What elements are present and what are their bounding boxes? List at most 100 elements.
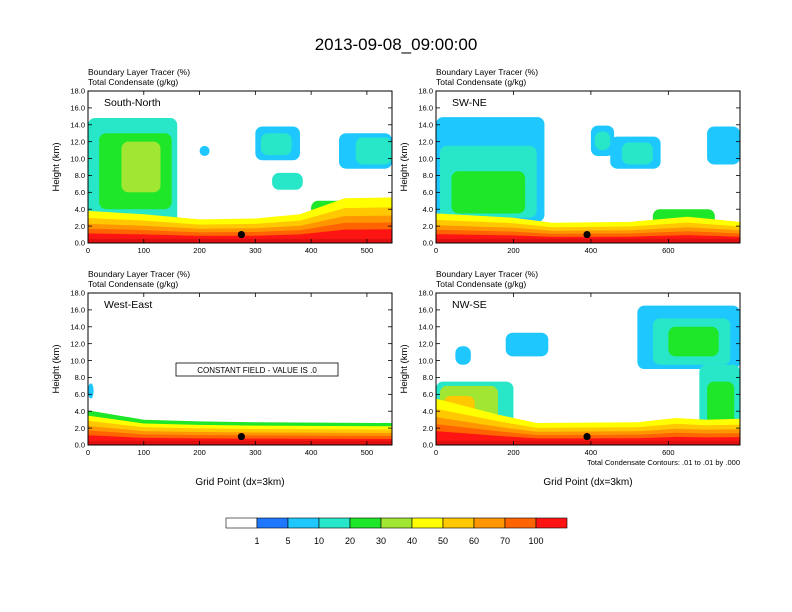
constant-field-annotation: CONSTANT FIELD - VALUE IS .0 bbox=[175, 362, 339, 377]
y-tick-label: 4.0 bbox=[423, 205, 433, 214]
y-tick-label: 10.0 bbox=[418, 154, 433, 163]
cloud-region bbox=[621, 142, 653, 165]
y-tick-label: 6.0 bbox=[423, 188, 433, 197]
plot-area bbox=[88, 293, 392, 445]
plot-frame bbox=[435, 292, 741, 446]
x-tick-label: 100 bbox=[138, 246, 151, 255]
y-tick-label: 18.0 bbox=[418, 87, 433, 96]
y-axis-label: Height (km) bbox=[51, 344, 62, 393]
x-tick-label: 500 bbox=[361, 448, 374, 457]
cloud-region bbox=[88, 383, 94, 399]
x-tick-label: 400 bbox=[305, 246, 318, 255]
plot-frame bbox=[87, 292, 393, 446]
panel-label: South-North bbox=[104, 97, 161, 109]
x-tick-label: 600 bbox=[662, 246, 675, 255]
colorbar-label: 5 bbox=[285, 536, 290, 546]
y-axis-label: Height (km) bbox=[399, 142, 410, 191]
x-axis-label: Grid Point (dx=3km) bbox=[195, 477, 284, 488]
colorbar-swatch bbox=[411, 517, 444, 529]
panel-2: Boundary Layer Tracer (%)Total Condensat… bbox=[51, 269, 393, 488]
y-tick-label: 0.0 bbox=[75, 441, 85, 450]
panel-title-line1: Boundary Layer Tracer (%) bbox=[88, 269, 190, 279]
plot-area bbox=[436, 91, 740, 243]
y-tick-label: 16.0 bbox=[418, 306, 433, 315]
y-axis-label: Height (km) bbox=[399, 344, 410, 393]
panel-3: Boundary Layer Tracer (%)Total Condensat… bbox=[399, 269, 741, 488]
y-tick-label: 4.0 bbox=[75, 205, 85, 214]
plot-frame bbox=[87, 90, 393, 244]
y-tick-label: 0.0 bbox=[423, 239, 433, 248]
panel-title-line1: Boundary Layer Tracer (%) bbox=[436, 67, 538, 77]
cloud-region bbox=[451, 171, 526, 214]
y-axis-label: Height (km) bbox=[51, 142, 62, 191]
panel-label: West-East bbox=[104, 299, 152, 311]
y-tick-label: 12.0 bbox=[418, 137, 433, 146]
x-tick-label: 0 bbox=[434, 246, 438, 255]
colorbar-label: 60 bbox=[469, 536, 479, 546]
panel-title-line2: Total Condensate (g/kg) bbox=[88, 279, 178, 289]
y-tick-label: 10.0 bbox=[70, 154, 85, 163]
y-tick-label: 2.0 bbox=[423, 424, 433, 433]
colorbar-legend: 1 5 10 20 30 40 50 60 70 100 bbox=[225, 517, 568, 546]
x-tick-label: 400 bbox=[305, 448, 318, 457]
plot-frame bbox=[435, 90, 741, 244]
surface-layer bbox=[436, 440, 740, 445]
colorbar-swatch bbox=[256, 517, 289, 529]
colorbar-swatch bbox=[504, 517, 537, 529]
contour-footnote: Total Condensate Contours: .01 to .01 by… bbox=[587, 458, 740, 467]
y-tick-label: 0.0 bbox=[75, 239, 85, 248]
x-tick-label: 300 bbox=[249, 448, 262, 457]
y-tick-label: 18.0 bbox=[418, 289, 433, 298]
colorbar-label: 10 bbox=[314, 536, 324, 546]
colorbar-label: 40 bbox=[407, 536, 417, 546]
cloud-region bbox=[505, 332, 549, 357]
colorbar-label: 70 bbox=[500, 536, 510, 546]
y-tick-label: 14.0 bbox=[418, 322, 433, 331]
x-tick-label: 200 bbox=[507, 246, 520, 255]
x-axis-label: Grid Point (dx=3km) bbox=[543, 477, 632, 488]
y-tick-label: 8.0 bbox=[75, 373, 85, 382]
annotation-text: CONSTANT FIELD - VALUE IS .0 bbox=[197, 366, 317, 375]
y-tick-label: 14.0 bbox=[418, 120, 433, 129]
cloud-region bbox=[121, 141, 161, 193]
colorbar-label: 50 bbox=[438, 536, 448, 546]
x-tick-label: 200 bbox=[193, 448, 206, 457]
colorbar-swatch bbox=[442, 517, 475, 529]
colorbar-label: 20 bbox=[345, 536, 355, 546]
colorbar-swatch bbox=[225, 517, 258, 529]
colorbar-label: 1 bbox=[254, 536, 259, 546]
cloud-region bbox=[707, 126, 740, 165]
y-tick-label: 8.0 bbox=[423, 171, 433, 180]
location-marker bbox=[237, 230, 245, 239]
colorbar-swatch bbox=[318, 517, 351, 529]
cloud-region bbox=[455, 346, 471, 365]
surface-layer bbox=[436, 238, 740, 243]
colorbar-swatch bbox=[380, 517, 413, 529]
y-tick-label: 4.0 bbox=[75, 407, 85, 416]
panel-label: SW-NE bbox=[452, 97, 487, 109]
y-tick-label: 8.0 bbox=[75, 171, 85, 180]
y-tick-label: 10.0 bbox=[418, 356, 433, 365]
y-tick-label: 2.0 bbox=[75, 424, 85, 433]
cloud-region bbox=[260, 133, 292, 156]
colorbar-swatch bbox=[473, 517, 506, 529]
y-tick-label: 0.0 bbox=[423, 441, 433, 450]
panels: Boundary Layer Tracer (%)Total Condensat… bbox=[51, 67, 741, 488]
colorbar-label: 30 bbox=[376, 536, 386, 546]
cloud-region bbox=[594, 131, 611, 151]
y-tick-label: 12.0 bbox=[418, 339, 433, 348]
x-tick-label: 0 bbox=[86, 246, 90, 255]
y-tick-label: 6.0 bbox=[75, 188, 85, 197]
cloud-region bbox=[272, 172, 303, 190]
plot-area bbox=[436, 293, 740, 445]
panel-title-line2: Total Condensate (g/kg) bbox=[88, 77, 178, 87]
surface-layer bbox=[88, 238, 392, 243]
cloud-region bbox=[199, 145, 210, 157]
x-tick-label: 600 bbox=[662, 448, 675, 457]
panel-0: Boundary Layer Tracer (%)Total Condensat… bbox=[51, 67, 393, 255]
panel-label: NW-SE bbox=[452, 299, 487, 311]
y-tick-label: 6.0 bbox=[75, 390, 85, 399]
x-tick-label: 200 bbox=[507, 448, 520, 457]
cloud-region bbox=[355, 137, 392, 165]
